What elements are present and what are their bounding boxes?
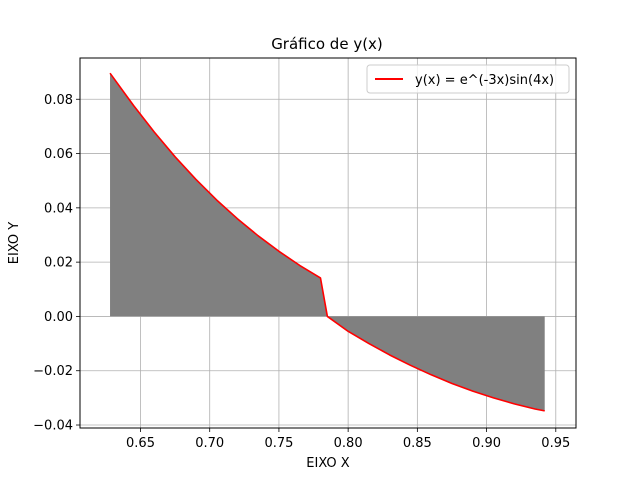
x-tick-label: 0.80 xyxy=(334,436,363,451)
x-tick-label: 0.70 xyxy=(195,436,224,451)
x-tick-label: 0.85 xyxy=(403,436,432,451)
y-tick-label: 0.06 xyxy=(44,147,73,162)
plot-area xyxy=(79,57,577,429)
y-tick-label: 0.08 xyxy=(44,93,73,108)
y-axis: −0.04 −0.02 0.00 0.02 0.04 0.06 0.08 xyxy=(33,93,80,434)
fill-area xyxy=(110,73,545,411)
x-axis: 0.65 0.70 0.75 0.80 0.85 0.90 0.95 xyxy=(126,428,570,451)
legend: y(x) = e^(-3x)sin(4x) xyxy=(366,64,570,94)
y-tick-label: −0.02 xyxy=(33,364,73,379)
x-tick-label: 0.75 xyxy=(264,436,293,451)
y-tick-label: 0.04 xyxy=(44,201,73,216)
y-tick-label: 0.02 xyxy=(44,256,73,271)
y-tick-label: 0.00 xyxy=(44,310,73,325)
series-lines xyxy=(109,72,545,412)
x-tick-label: 0.95 xyxy=(541,436,570,451)
fill-region xyxy=(110,73,545,411)
legend-entry: y(x) = e^(-3x)sin(4x) xyxy=(415,73,554,88)
x-tick-label: 0.65 xyxy=(126,436,155,451)
x-tick-label: 0.90 xyxy=(472,436,501,451)
series-line xyxy=(109,72,545,412)
y-axis-label: EIXO Y xyxy=(7,222,22,264)
x-axis-label: EIXO X xyxy=(306,456,349,471)
axes-frame xyxy=(79,57,577,429)
legend-box xyxy=(366,64,570,94)
chart-title: Gráfico de y(x) xyxy=(271,35,383,53)
y-tick-label: −0.04 xyxy=(33,419,73,434)
